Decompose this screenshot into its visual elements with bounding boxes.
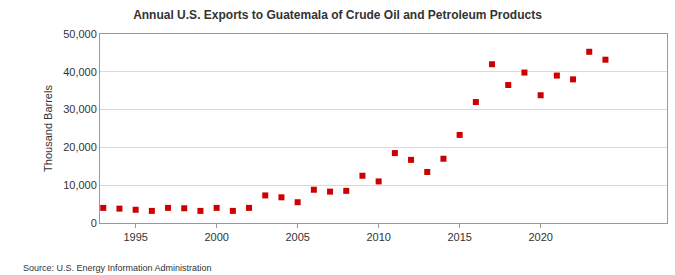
svg-text:40,000: 40,000: [63, 66, 97, 78]
svg-text:Source: U.S. Energy Informatio: Source: U.S. Energy Information Administ…: [23, 263, 212, 273]
svg-text:2015: 2015: [447, 231, 471, 243]
svg-text:30,000: 30,000: [63, 103, 97, 115]
svg-text:2000: 2000: [204, 231, 228, 243]
svg-text:1995: 1995: [123, 231, 147, 243]
svg-text:2020: 2020: [528, 231, 552, 243]
svg-text:0: 0: [91, 217, 97, 229]
svg-text:Annual U.S. Exports to Guatema: Annual U.S. Exports to Guatemala of Crud…: [133, 8, 542, 22]
svg-text:2010: 2010: [366, 231, 390, 243]
svg-text:Thousand Barrels: Thousand Barrels: [42, 85, 54, 172]
svg-text:2005: 2005: [285, 231, 309, 243]
svg-text:50,000: 50,000: [63, 28, 97, 40]
svg-text:10,000: 10,000: [63, 179, 97, 191]
svg-text:20,000: 20,000: [63, 141, 97, 153]
